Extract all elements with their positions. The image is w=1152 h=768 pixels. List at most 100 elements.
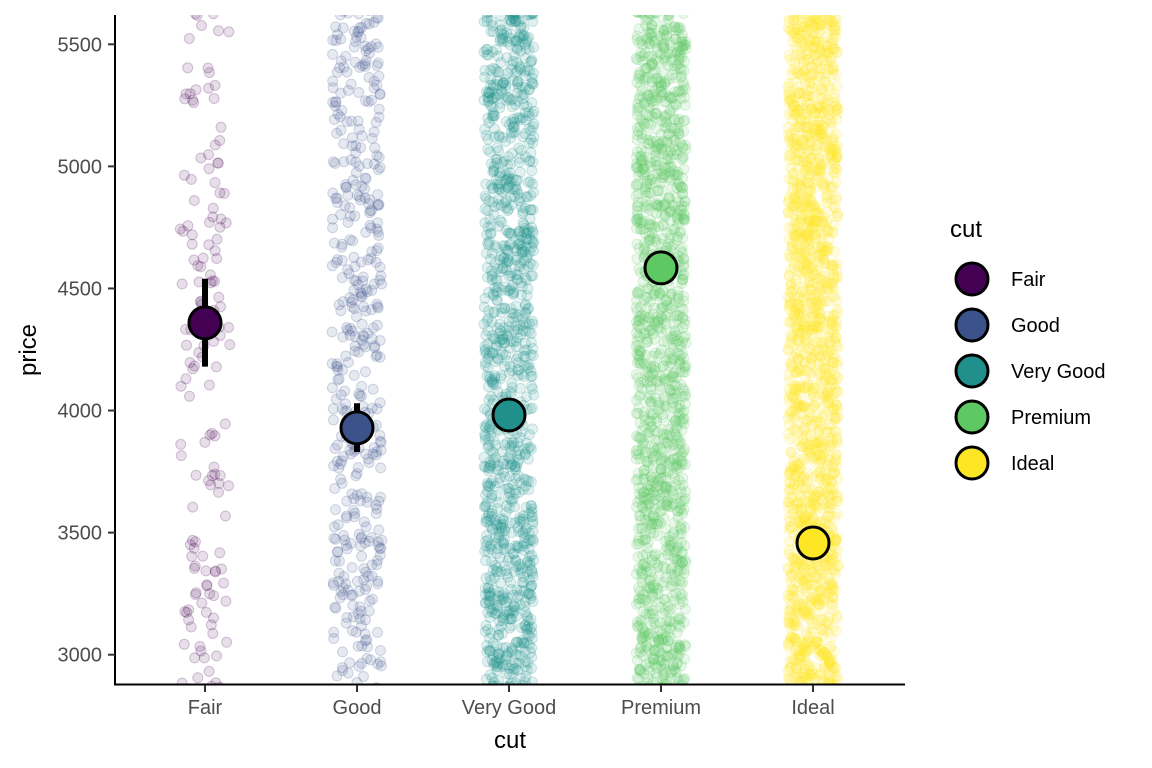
jitter-point <box>648 527 660 539</box>
jitter-point <box>818 317 830 329</box>
jitter-point <box>344 202 356 214</box>
jitter-point <box>483 195 495 207</box>
jitter-point <box>660 523 672 535</box>
jitter-point <box>509 122 521 134</box>
jitter-point <box>210 361 222 373</box>
jitter-point <box>512 369 524 381</box>
jitter-point <box>207 15 219 20</box>
jitter-point <box>783 593 795 605</box>
jitter-point <box>327 414 339 426</box>
jitter-point <box>195 261 207 273</box>
jitter-point <box>524 15 536 20</box>
jitter-point <box>358 516 370 528</box>
jitter-point <box>220 217 232 229</box>
jitter-point <box>332 374 344 386</box>
jitter-point <box>372 658 384 670</box>
jitter-point <box>523 43 535 55</box>
jitter-point <box>188 195 200 206</box>
jitter-point <box>521 437 532 449</box>
jitter-point <box>678 567 690 579</box>
jitter-point <box>373 524 385 536</box>
jitter-point <box>680 39 691 51</box>
jitter-point <box>340 179 352 191</box>
jitter-point <box>788 461 800 472</box>
jitter-point <box>674 521 686 533</box>
legend-title: cut <box>950 216 982 243</box>
jitter-points-layer <box>174 15 844 684</box>
jitter-point <box>215 301 226 313</box>
jitter-point <box>336 272 348 284</box>
jitter-point <box>348 274 360 286</box>
jitter-point <box>335 473 347 485</box>
jitter-point <box>675 22 687 34</box>
jitter-point <box>663 15 671 17</box>
jitter-point <box>209 565 221 577</box>
jitter-point <box>332 546 344 558</box>
jitter-point <box>223 26 235 38</box>
mean-point-very-good <box>491 397 527 433</box>
jitter-point <box>830 412 842 424</box>
jitter-point <box>359 341 371 353</box>
jitter-point <box>796 434 808 446</box>
jitter-point <box>341 322 353 334</box>
jitter-point <box>632 209 644 221</box>
jitter-point <box>358 301 370 313</box>
jitter-point <box>352 26 364 38</box>
jitter-point <box>372 217 383 229</box>
jitter-point <box>338 156 350 168</box>
jitter-point <box>818 274 830 286</box>
jitter-point <box>510 15 522 27</box>
jitter-point <box>511 245 522 257</box>
jitter-point <box>810 164 822 175</box>
jitter-point <box>343 15 354 19</box>
jitter-point <box>498 155 510 167</box>
jitter-point <box>372 242 384 254</box>
jitter-point <box>206 427 218 439</box>
jitter-point <box>813 70 824 82</box>
jitter-point <box>345 296 357 308</box>
jitter-point <box>509 15 520 19</box>
jitter-point <box>180 88 192 100</box>
jitter-point <box>506 382 518 393</box>
jitter-point <box>631 146 643 158</box>
jitter-point <box>360 173 372 185</box>
jitter-point <box>354 61 366 73</box>
jitter-point <box>361 634 373 646</box>
jitter-point <box>807 321 819 333</box>
jitter-point <box>678 418 690 430</box>
x-tick-label: Very Good <box>462 697 557 719</box>
jitter-point <box>675 350 686 362</box>
jitter-point <box>512 174 524 186</box>
jitter-point <box>184 357 196 368</box>
jitter-point <box>817 401 829 413</box>
jitter-point <box>206 470 218 482</box>
jitter-point <box>353 160 365 172</box>
jitter-point <box>360 17 372 29</box>
jitter-point <box>350 470 362 482</box>
jitter-point <box>351 31 363 43</box>
jitter-point <box>479 71 491 83</box>
jitter-point <box>192 260 204 272</box>
jitter-point <box>350 167 362 179</box>
jitter-point <box>827 166 839 178</box>
jitter-point <box>677 140 689 152</box>
jitter-point <box>373 540 385 552</box>
jitter-point <box>375 436 387 448</box>
jitter-point <box>493 629 504 641</box>
jitter-point <box>337 296 349 308</box>
jitter-point <box>828 61 840 73</box>
jitter-point <box>676 458 688 470</box>
jitter-point <box>520 272 532 284</box>
jitter-point <box>374 274 386 286</box>
jitter-point <box>360 614 371 626</box>
jitter-point <box>359 584 371 596</box>
jitter-point <box>793 381 805 393</box>
jitter-point <box>365 15 372 16</box>
jitter-point <box>502 253 514 265</box>
jitter-point <box>332 546 343 558</box>
jitter-point <box>367 322 379 334</box>
jitter-point <box>342 356 354 368</box>
jitter-point <box>360 521 372 533</box>
jitter-point <box>333 575 345 587</box>
jitter-point <box>488 160 500 172</box>
